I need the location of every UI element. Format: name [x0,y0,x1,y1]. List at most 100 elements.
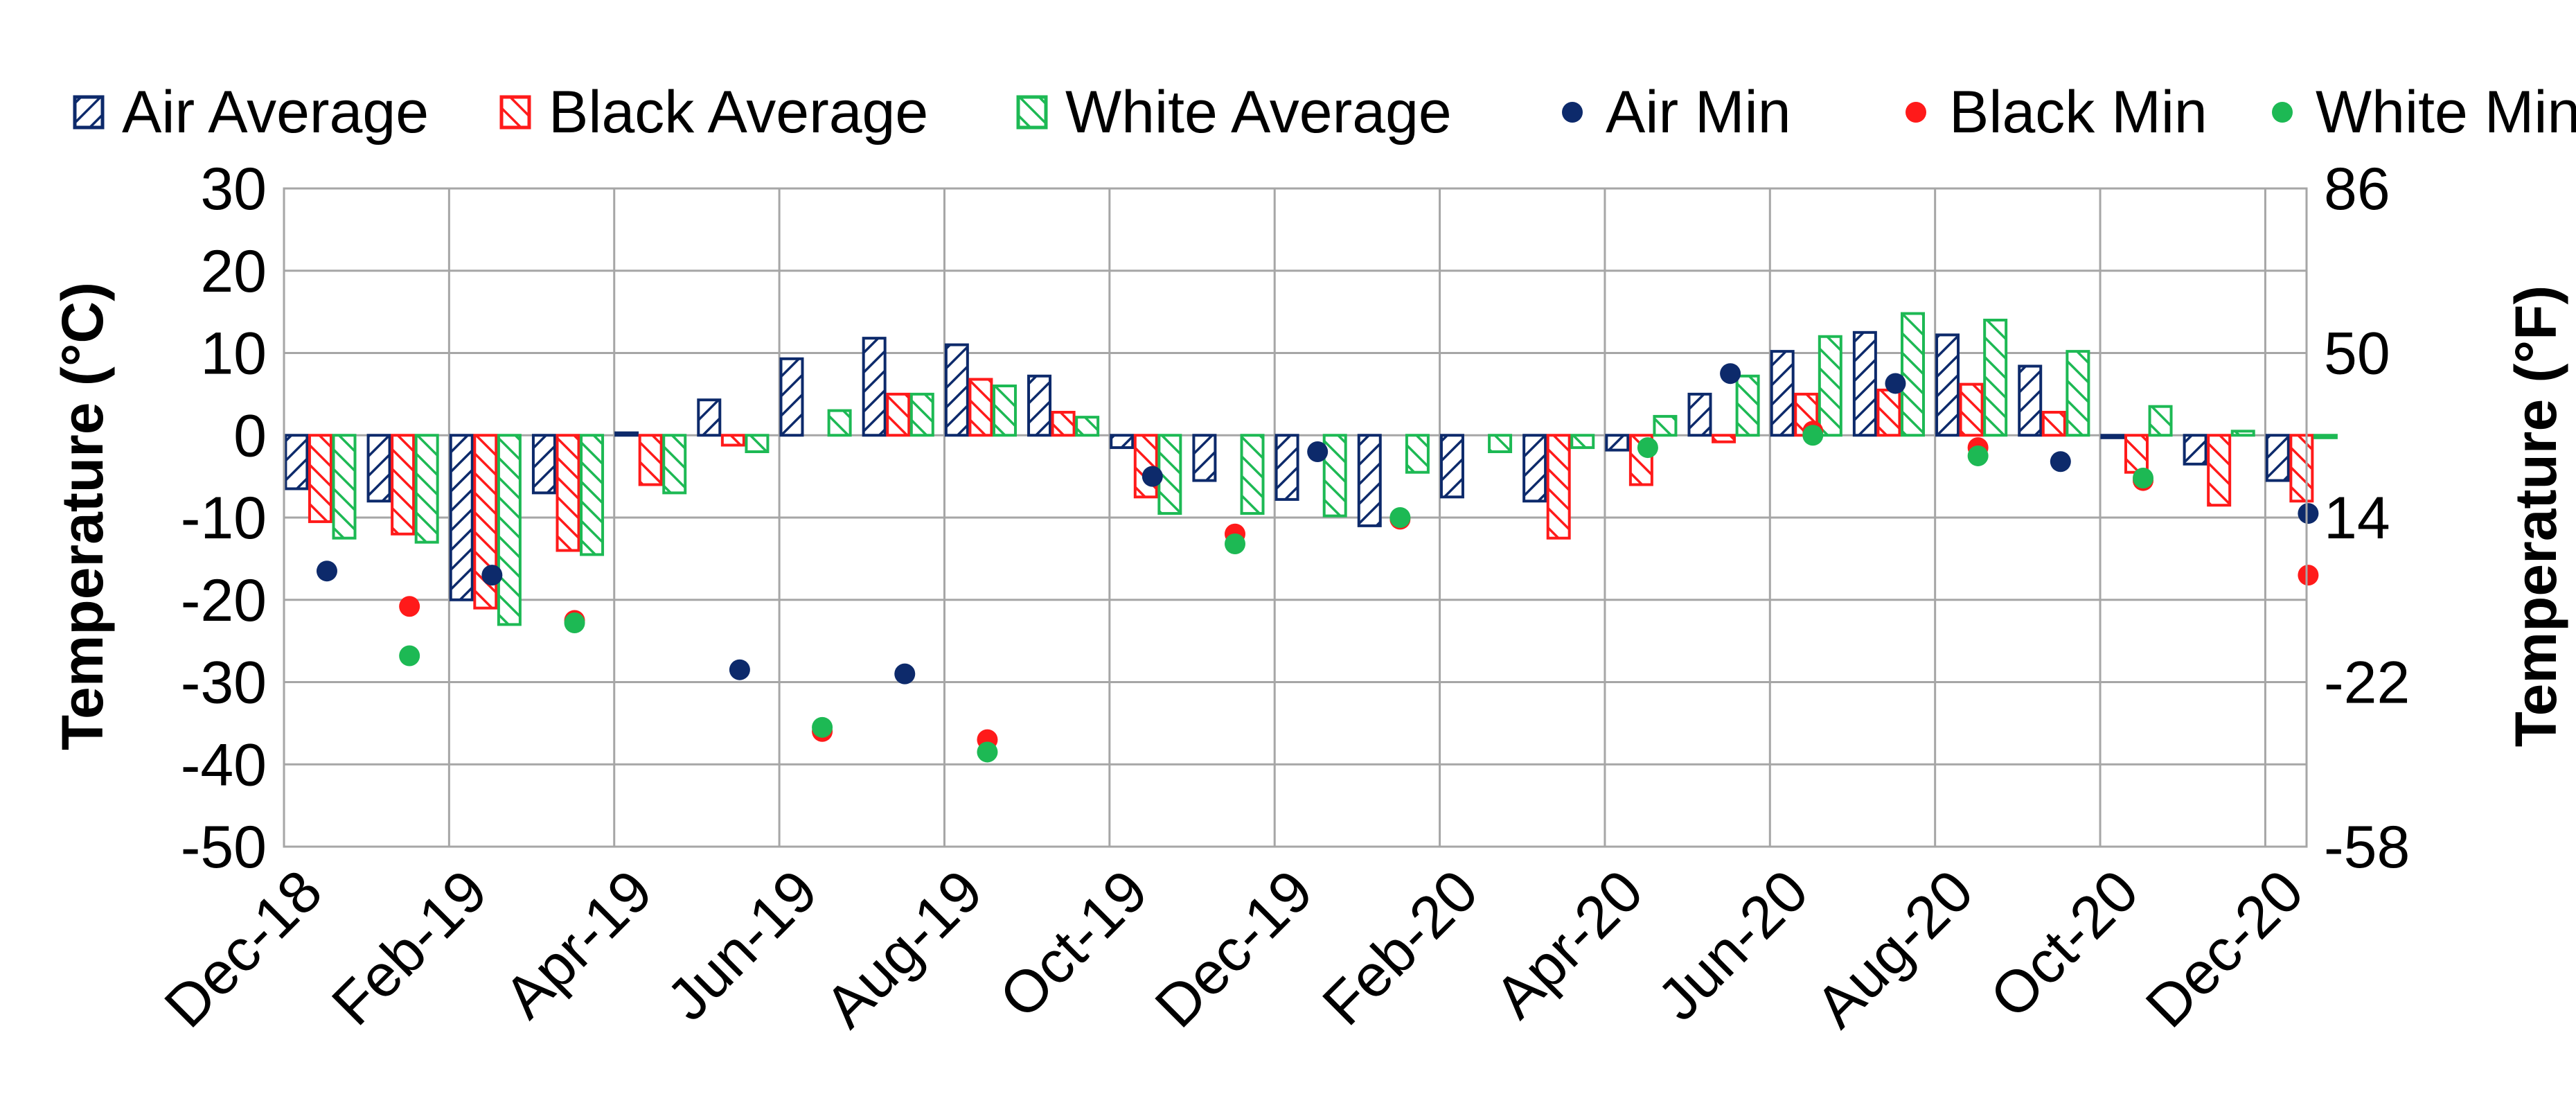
point-white-min [1389,507,1411,528]
bar-air-average [1110,434,1135,450]
bar-black-average [2289,434,2314,503]
bar-white-average [2230,430,2255,437]
x-tick-label: Apr-20 [1482,858,1655,1031]
bar-black-average [886,392,911,437]
y-axis-left-title: Temperature (°C) [50,282,115,750]
point-white-min [1637,437,1658,459]
grid-lines [283,187,2307,848]
bar-air-average [1605,434,1630,452]
bar-white-average [1322,434,1347,518]
legend-marker [1562,102,1583,123]
bar-air-average [1852,330,1877,437]
bar-black-average [1959,382,1984,437]
bar-black-average [556,434,580,552]
bar-air-average [1687,392,1712,437]
bar-white-average [909,392,934,437]
bar-white-average [1818,335,1842,437]
bar-air-average [779,357,804,437]
bar-white-average [2313,434,2338,439]
bar-black-average [638,434,663,486]
point-air-min [2050,451,2071,473]
bar-black-average [2207,434,2232,507]
bar-air-average [2183,434,2208,466]
point-white-min [564,612,585,633]
legend-label: Air Min [1606,79,1791,145]
x-tick-label: Aug-19 [812,858,995,1041]
point-white-min [2133,468,2154,488]
bar-black-average [720,434,745,447]
y-left-tick-label: -20 [181,567,267,634]
bar-white-average [1488,434,1513,453]
bar-white-average [1983,319,2008,437]
y-axis-right-title: Temperature (°F) [2503,285,2568,748]
y-left-tick-label: 10 [200,321,267,387]
x-tick-label: Aug-20 [1803,858,1986,1041]
legend-label: White Average [1065,79,1452,145]
point-air-min [1885,373,1906,394]
bar-air-average [366,434,391,503]
bar-white-average [2148,405,2173,437]
legend-label: Black Min [1949,79,2208,145]
x-tick-label: Jun-19 [655,858,830,1034]
bar-black-average [1546,434,1571,540]
legend-item-black-min: Black Min [1906,79,2208,145]
bar-white-average [1405,434,1430,474]
bar-white-average [827,409,852,437]
y-right-tick-label: 86 [2324,156,2390,222]
bar-air-average [2100,434,2125,439]
bar-white-average [497,434,522,626]
bar-white-average [662,434,687,495]
bar-air-average [1935,333,1960,437]
legend-swatch [1016,95,1048,130]
legend-label: Air Average [122,79,429,145]
bar-air-average [1274,434,1299,501]
legend-item-white-min: White Min [2272,79,2576,145]
bar-white-average [1075,416,1100,437]
bar-black-average [2041,411,2066,437]
bar-black-average [308,434,332,523]
bar-air-average [1192,434,1217,482]
y-right-tick-label: -58 [2324,814,2410,881]
bar-air-average [2265,434,2290,482]
bar-black-average [2124,434,2149,474]
x-tick-label: Dec-18 [152,858,335,1041]
x-tick-label: Dec-19 [1143,858,1326,1041]
point-air-min [481,565,503,586]
y-left-tick-label: 0 [233,403,267,469]
bar-black-average [1876,388,1901,437]
bar-white-average [332,434,357,540]
legend-item-black-average: Black Average [499,79,928,145]
y-right-tick-label: 14 [2324,485,2390,552]
point-white-min [977,741,998,763]
legend-item-air-average: Air Average [73,79,429,145]
bar-air-average [284,434,309,491]
bar-air-average [1439,434,1464,499]
bar-air-average [1357,434,1382,527]
bar-air-average [1522,434,1547,503]
point-air-min [1720,363,1741,385]
legend-marker [2272,102,2293,123]
x-tick-label: Oct-20 [1978,858,2151,1031]
point-air-min [316,561,337,582]
bar-air-average [449,434,474,601]
point-air-min [2298,503,2319,524]
point-air-min [1142,466,1163,487]
y-left-tick-label: -50 [181,814,267,881]
point-black-min [2298,565,2319,586]
legend: Air Average Black Average White Average Air… [73,79,2576,145]
legend-item-white-average: White Average [1016,79,1452,145]
bar-white-average [414,434,439,544]
bar-white-average [1653,414,1678,437]
point-white-min [1967,445,1989,466]
point-air-min [894,663,916,685]
legend-swatch [499,95,531,130]
x-tick-label: Jun-20 [1645,858,1821,1034]
legend-marker [1906,102,1926,123]
bar-white-average [2066,350,2090,437]
bar-air-average [1027,374,1052,437]
x-tick-label: Dec-20 [2133,858,2316,1041]
bar-air-average [944,343,969,437]
bar-white-average [1240,434,1265,515]
bars [284,312,2338,626]
